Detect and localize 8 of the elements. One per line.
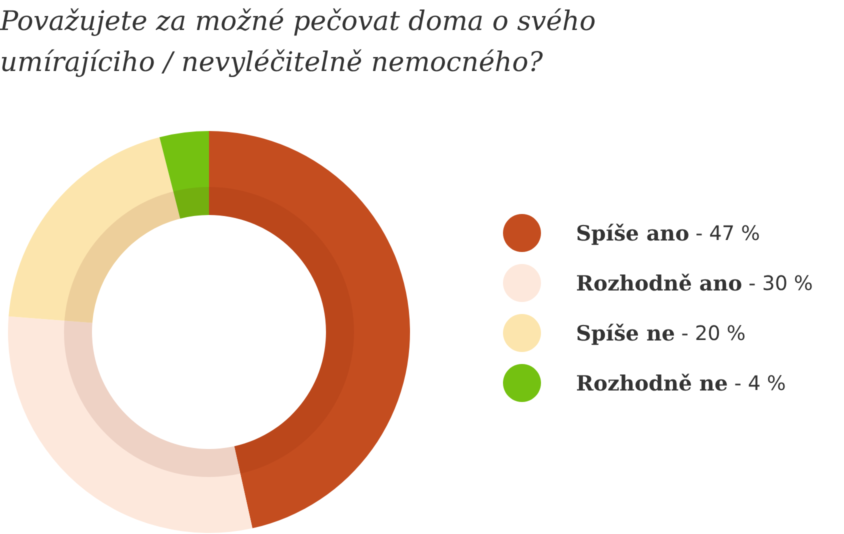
- data-label: ‐ 20 %: [674, 321, 746, 345]
- data-label: ‐ 47 %: [689, 221, 760, 245]
- data-label: ‐ 4 %: [728, 371, 786, 395]
- data-label: ‐ 30 %: [742, 271, 813, 295]
- legend-label: Rozhodně ano: [576, 270, 742, 296]
- legend-label: Spíše ne: [576, 320, 675, 346]
- legend-label: Spíše ano: [576, 220, 690, 246]
- legend-label: Rozhodně ne: [576, 370, 728, 396]
